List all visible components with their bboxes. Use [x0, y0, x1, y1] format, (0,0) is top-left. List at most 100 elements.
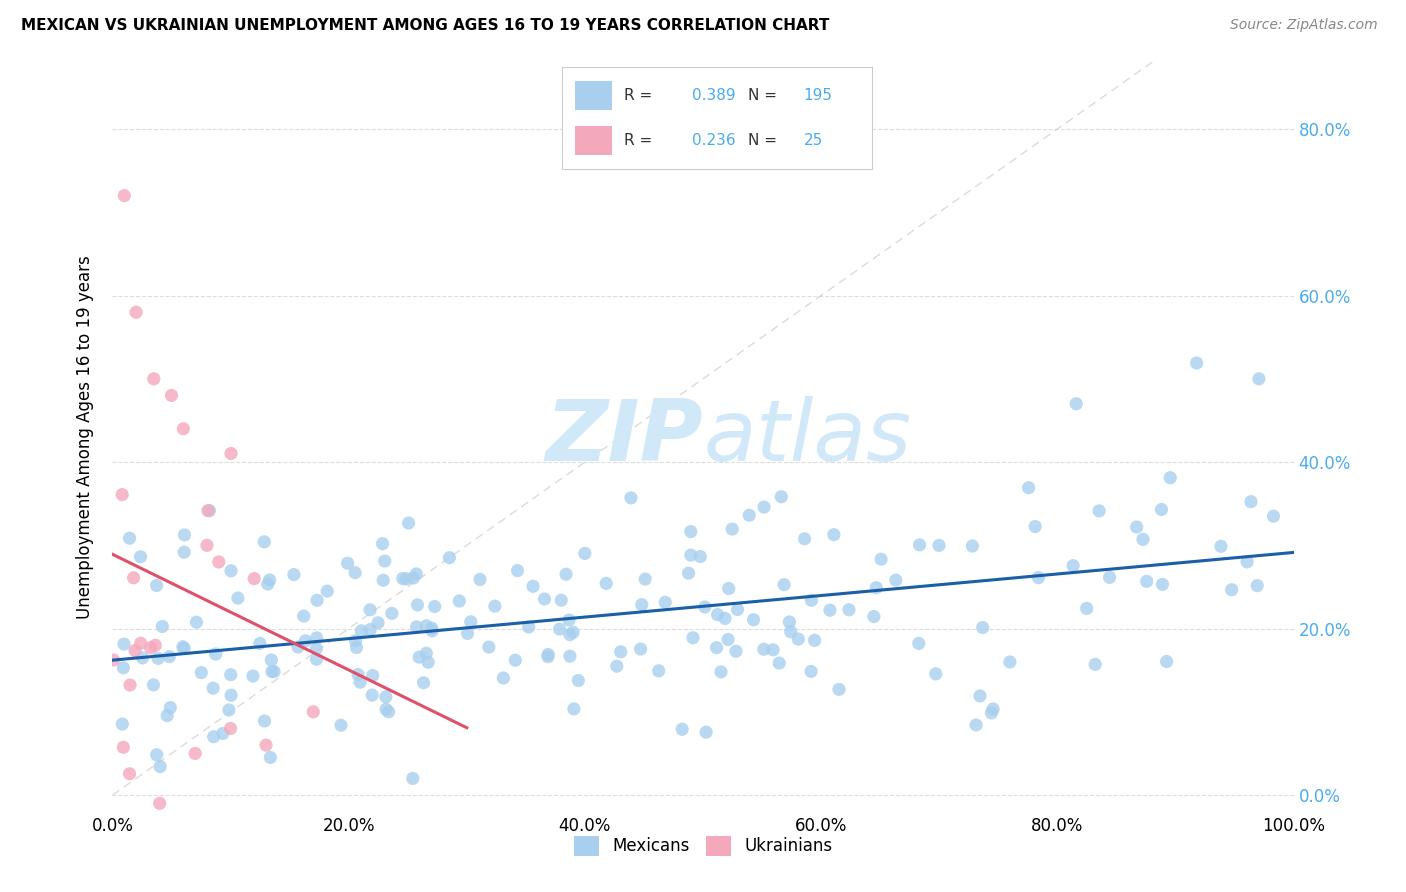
Point [555, 567, 578, 582]
Point [254, 738, 277, 752]
Point [420, 624, 443, 638]
Point [818, 603, 841, 617]
Point [558, 627, 581, 641]
Point [634, 572, 657, 586]
Point [330, 718, 353, 732]
Point [1084, 657, 1107, 672]
Point [648, 664, 671, 678]
Point [1246, 579, 1268, 593]
Point [260, 653, 283, 667]
Point [253, 714, 276, 728]
Point [517, 620, 540, 634]
Point [742, 613, 765, 627]
Point [537, 648, 560, 662]
Point [606, 659, 628, 673]
Point [420, 621, 443, 635]
Point [190, 665, 212, 680]
Point [204, 647, 226, 661]
Text: N =: N = [748, 88, 782, 103]
Point [112, 661, 135, 675]
Point [1236, 555, 1258, 569]
Text: MEXICAN VS UKRAINIAN UNEMPLOYMENT AMONG AGES 16 TO 19 YEARS CORRELATION CHART: MEXICAN VS UKRAINIAN UNEMPLOYMENT AMONG … [21, 18, 830, 33]
Point [460, 615, 482, 629]
Point [778, 615, 800, 629]
Point [287, 640, 309, 654]
Point [202, 730, 225, 744]
Point [478, 640, 501, 654]
Point [146, 651, 169, 665]
Point [195, 538, 218, 552]
Point [706, 640, 728, 655]
Point [558, 649, 581, 664]
Point [1263, 509, 1285, 524]
Point [803, 633, 825, 648]
Point [533, 592, 555, 607]
Point [787, 632, 810, 646]
Point [402, 772, 425, 786]
Point [129, 549, 152, 564]
Point [706, 607, 728, 622]
Point [112, 740, 135, 755]
Point [219, 564, 242, 578]
Point [406, 598, 429, 612]
Point [863, 609, 886, 624]
Point [405, 620, 427, 634]
Point [1220, 582, 1243, 597]
Point [1150, 502, 1173, 516]
Point [727, 602, 749, 616]
Point [484, 599, 506, 614]
Point [294, 633, 316, 648]
Point [907, 636, 929, 650]
Point [537, 649, 560, 664]
Point [375, 702, 398, 716]
Point [142, 678, 165, 692]
Text: 25: 25 [804, 133, 823, 148]
Y-axis label: Unemployment Among Ages 16 to 19 years: Unemployment Among Ages 16 to 19 years [76, 255, 94, 619]
Point [654, 595, 676, 609]
Point [865, 581, 887, 595]
Point [779, 624, 801, 639]
Point [156, 708, 179, 723]
Point [283, 567, 305, 582]
Point [793, 532, 815, 546]
Point [259, 750, 281, 764]
Point [768, 656, 790, 670]
Point [122, 571, 145, 585]
Point [620, 491, 643, 505]
Point [682, 631, 704, 645]
Point [492, 671, 515, 685]
Point [925, 666, 948, 681]
Point [226, 591, 249, 606]
Point [112, 188, 135, 202]
Point [336, 556, 359, 570]
Point [550, 593, 572, 607]
Point [131, 651, 153, 665]
Point [139, 640, 162, 655]
Point [145, 578, 167, 592]
Point [693, 599, 716, 614]
Point [307, 593, 329, 607]
Point [679, 524, 702, 539]
Point [908, 538, 931, 552]
Point [198, 503, 221, 517]
Point [219, 446, 242, 460]
Point [260, 665, 283, 679]
Point [710, 665, 733, 679]
Point [374, 554, 396, 568]
Point [689, 549, 711, 564]
Point [172, 422, 194, 436]
Point [1125, 520, 1147, 534]
Point [361, 688, 384, 702]
Point [981, 702, 1004, 716]
Point [1024, 519, 1046, 533]
Point [1028, 571, 1050, 585]
Point [242, 669, 264, 683]
Point [253, 534, 276, 549]
Point [503, 653, 526, 667]
Point [371, 537, 394, 551]
Text: R =: R = [624, 88, 658, 103]
Point [173, 545, 195, 559]
Point [263, 665, 285, 679]
Point [630, 598, 652, 612]
Point [142, 372, 165, 386]
